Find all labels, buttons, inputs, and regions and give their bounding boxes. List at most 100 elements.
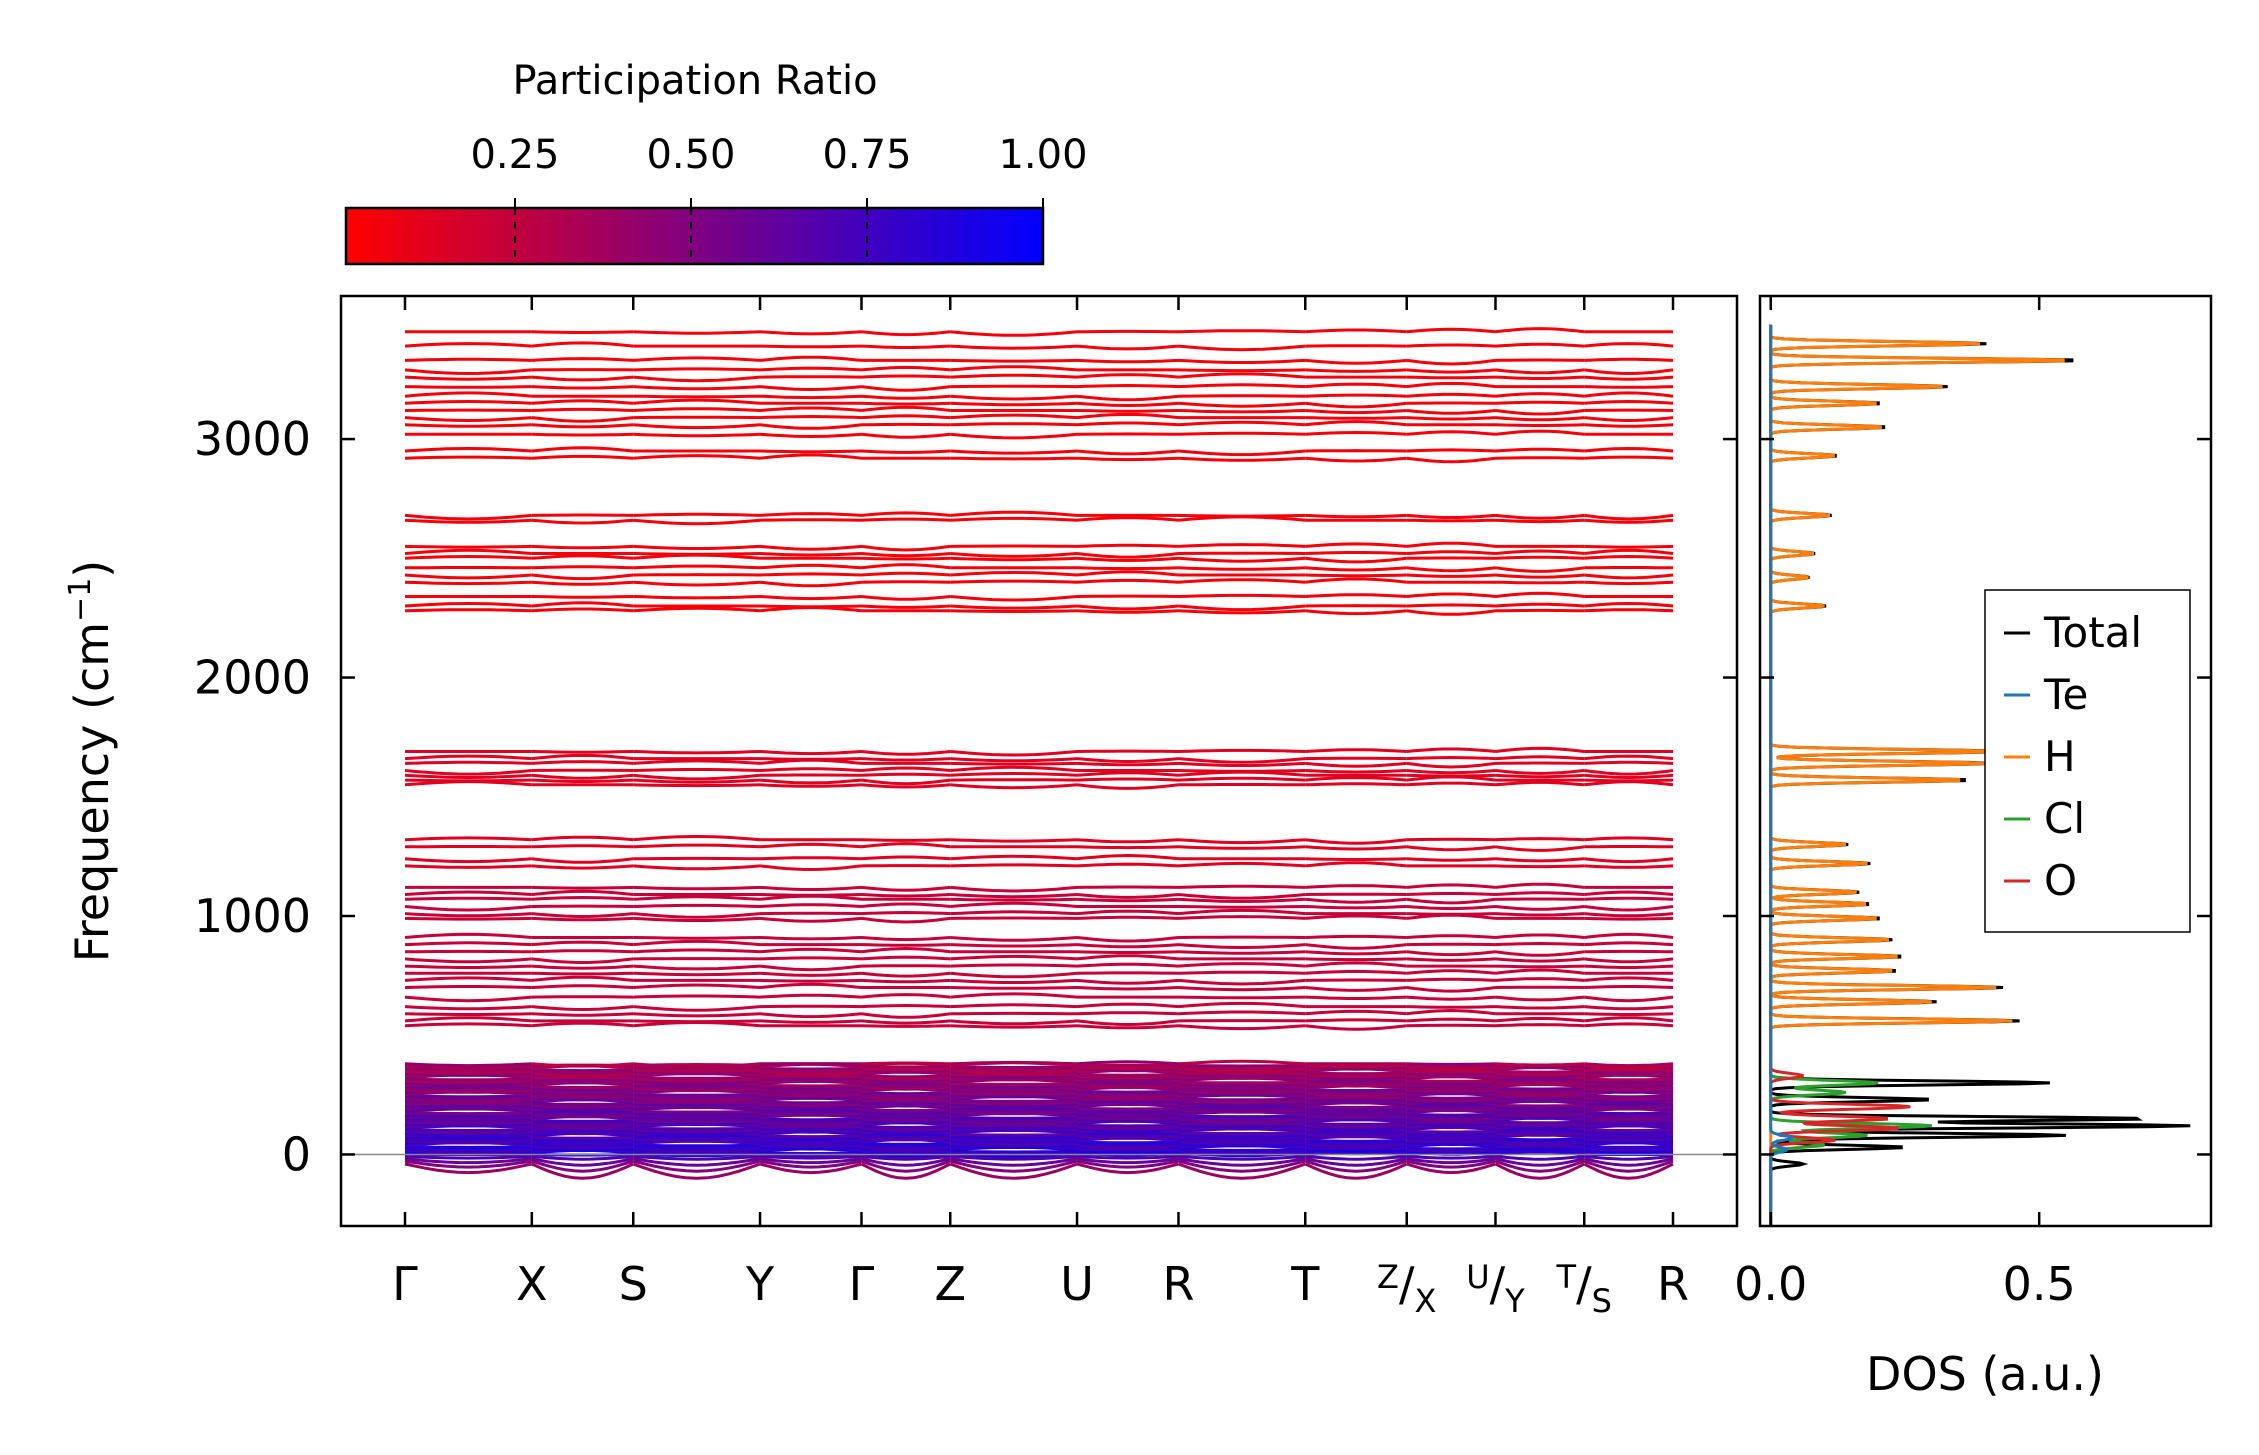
band-segment — [1178, 1065, 1306, 1071]
band-segment — [1584, 976, 1674, 982]
legend-label-h: H — [2044, 732, 2076, 781]
band-segment — [1495, 891, 1585, 896]
band-segment — [633, 936, 761, 940]
imaginary-band — [950, 1154, 1078, 1161]
band-segment — [531, 1079, 634, 1085]
band-segment — [531, 1146, 634, 1153]
band-segment — [1495, 1070, 1585, 1074]
band-segment — [633, 1113, 761, 1119]
band-segment — [531, 1111, 634, 1116]
dos-x-tick-label: 0.0 — [1734, 1257, 1807, 1311]
band-segment — [1584, 455, 1674, 460]
band-segment — [1495, 1114, 1585, 1120]
band-segment — [1495, 837, 1585, 842]
legend-label-o: O — [2044, 856, 2077, 905]
band-segment — [759, 1070, 862, 1076]
band-segment — [759, 1019, 862, 1024]
band-segment — [531, 895, 634, 901]
band-segment — [950, 943, 1078, 948]
band-segment — [531, 835, 634, 842]
band-segment — [1584, 399, 1674, 405]
y-tick-label: 0 — [282, 1127, 311, 1181]
band-segment — [404, 1128, 532, 1133]
band-segment — [1178, 1074, 1306, 1080]
band-segment — [861, 946, 951, 954]
band-segment — [1178, 838, 1306, 845]
imaginary-band — [404, 1157, 532, 1165]
band-segment — [1495, 746, 1585, 753]
band-segment — [759, 406, 862, 412]
band-segment — [950, 1067, 1078, 1072]
band-segment — [1178, 1063, 1306, 1068]
band-segment — [531, 1012, 634, 1017]
band-segment — [1076, 1123, 1179, 1128]
band-segment — [1178, 401, 1306, 408]
band-segment — [1076, 570, 1179, 577]
band-segment — [1584, 857, 1674, 864]
band-segment — [404, 916, 532, 921]
band-segment — [633, 1085, 761, 1090]
band-segment — [759, 595, 862, 601]
band-segment — [950, 394, 1078, 401]
band-segment — [759, 552, 862, 557]
band-segment — [1178, 431, 1306, 436]
band-segment — [1076, 838, 1179, 844]
band-segment — [1076, 1108, 1179, 1114]
band-segment — [1178, 893, 1306, 900]
band-segment — [1076, 962, 1179, 968]
band-segment — [633, 895, 761, 901]
band-segment — [1305, 368, 1407, 373]
band-segment — [1495, 1113, 1585, 1118]
band-segment — [633, 1096, 761, 1103]
band-segment — [1495, 447, 1585, 453]
band-segment — [1495, 1086, 1585, 1091]
band-segment — [759, 778, 862, 785]
band-segment — [1495, 1105, 1585, 1111]
band-segment — [404, 1103, 532, 1109]
band-segment — [861, 556, 951, 561]
band-segment — [950, 986, 1078, 990]
band-segment — [1584, 518, 1674, 524]
k-point-label: Z — [934, 1257, 966, 1311]
band-segment — [633, 544, 761, 550]
imaginary-band — [759, 1159, 862, 1169]
band-segment — [759, 758, 862, 765]
band-segment — [1584, 601, 1674, 608]
band-segment — [759, 783, 862, 788]
imaginary-band — [949, 1159, 1078, 1173]
band-segment — [1305, 776, 1407, 782]
band-segment — [633, 330, 761, 335]
band-segment — [1584, 995, 1674, 1003]
band-segment — [1495, 977, 1585, 982]
band-segment — [1178, 1010, 1306, 1016]
band-segment — [1305, 430, 1407, 436]
band-segment — [1076, 1073, 1179, 1077]
band-segment — [1406, 883, 1496, 889]
band-segment — [1305, 1116, 1407, 1122]
band-segment — [1178, 962, 1306, 968]
band-segment — [1178, 1090, 1306, 1095]
band-segment — [1305, 1125, 1407, 1132]
band-segment — [1406, 1148, 1496, 1154]
band-segment — [1584, 357, 1674, 362]
band-segment — [1305, 513, 1407, 519]
colorbar: Participation Ratio 0.25 0.50 0.75 1.00 — [344, 58, 1088, 266]
band-segment — [1305, 358, 1407, 365]
band-segment — [1076, 1093, 1179, 1099]
band-segment — [1406, 913, 1496, 920]
band-segment — [404, 1097, 532, 1104]
band-segment — [1305, 1097, 1407, 1102]
band-segment — [1495, 327, 1585, 334]
imaginary-band — [1178, 1157, 1306, 1167]
band-segment — [404, 836, 532, 842]
band-segment — [1076, 1082, 1179, 1087]
band-segment — [1495, 1096, 1585, 1101]
band-segment — [1406, 1017, 1496, 1023]
band-segment — [1178, 1082, 1306, 1087]
band-segment — [1584, 1094, 1674, 1099]
band-segment — [1584, 554, 1674, 560]
band-segment — [1305, 884, 1407, 889]
legend-label-cl: Cl — [2044, 794, 2085, 843]
band-segment — [1584, 760, 1674, 765]
band-segment — [1178, 1140, 1306, 1145]
